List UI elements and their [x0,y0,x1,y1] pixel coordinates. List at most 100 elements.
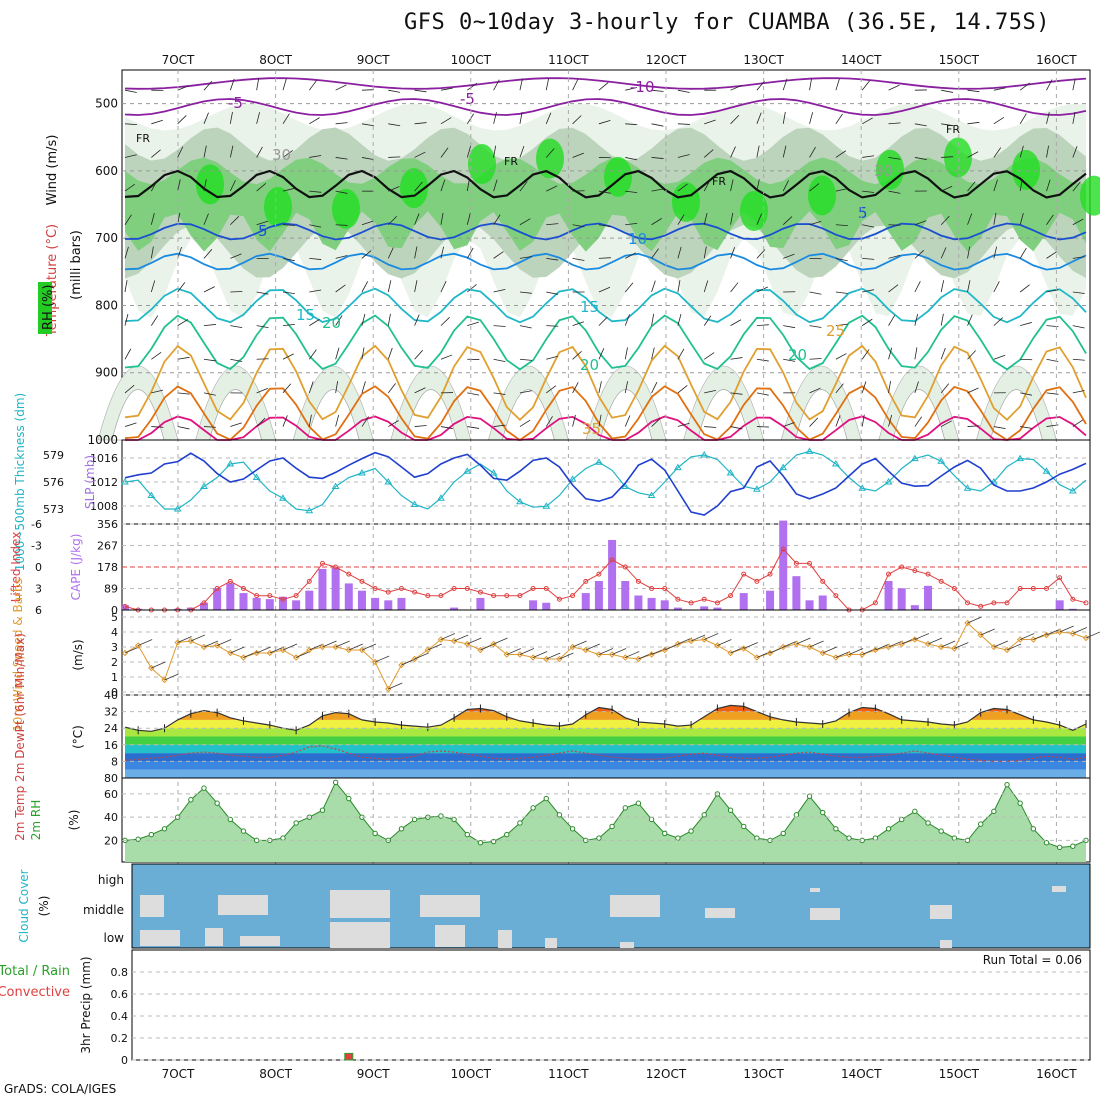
x-tick-top: 16OCT [1036,53,1077,67]
wind-barb [546,652,561,660]
wind-barb [177,146,184,158]
wind-barb [993,179,998,192]
wind-barb [256,387,268,394]
precip-tick-label: 0.8 [111,966,129,979]
wind-barb [467,321,479,327]
wind-barb [388,215,398,226]
chart-title: GFS 0~10day 3-hourly for CUAMBA (36.5E, … [404,10,1051,35]
wind-barb [414,425,427,427]
wind-barb [782,216,793,226]
wind-barb [519,218,531,226]
wind-barb [1020,426,1033,429]
wind-barb [322,640,337,648]
wind-barb [730,212,734,225]
wind-barb [677,154,690,158]
wind-barb [229,78,235,91]
x-tick-top: 11OCT [548,53,589,67]
wind-barb [756,392,769,396]
thickness-point [252,473,261,480]
y-tick-label: 1000 [87,433,118,447]
rh-line [124,781,1087,848]
cape-bar [199,602,208,610]
rh-point [504,831,510,838]
wind-barb [651,313,655,326]
li-tick-label: 6 [35,604,42,617]
li-point [1070,596,1076,602]
slp-axis-label: SLP (mb) [83,455,97,509]
wind-barb [519,111,523,124]
wind-barb [256,358,269,360]
x-tick-bottom: 16OCT [1036,1067,1077,1081]
wind-barb [361,157,374,161]
wind-barb [1020,392,1033,396]
wind-barb [256,291,269,295]
wind-barb [914,347,918,360]
li-point [425,593,431,599]
contour-label: 5 [858,204,868,222]
li-point [556,596,562,602]
wind-barb [1046,392,1059,395]
rh-point [806,793,813,799]
cloud-block [420,895,480,917]
rh-point [885,826,892,832]
wind-barb [440,87,453,91]
thickness-point [884,478,893,485]
wind-barb [124,646,140,654]
run-total: Run Total = 0.06 [983,953,1082,967]
wind-barb [309,117,320,125]
wind-barb [256,220,269,226]
wind-barb [651,188,664,192]
rh-point [635,800,642,806]
rh-point [846,835,852,841]
wind-barb [440,633,456,640]
rh-point [898,816,905,823]
isotherm-30 [124,385,1087,442]
wind-barb [993,281,1000,293]
temp-tick-label: 32 [104,706,118,719]
thickness-point [674,463,682,471]
wind-barb [150,315,159,326]
cape-bar [805,600,814,610]
rh-point [820,809,826,816]
rh-moist-core [264,187,292,228]
wind-barb [203,426,216,428]
wind-barb [677,214,685,225]
wind-barb [1019,179,1023,192]
wind-barb [1046,179,1051,192]
wind-barb [756,80,765,91]
rh-point [925,820,931,826]
wind-barb [835,188,848,192]
wind10m-series [121,616,1100,693]
wind-barb [203,249,213,259]
cape-bar [1068,608,1077,610]
wind-barb [598,381,602,393]
cloud-block [930,905,952,919]
cape-bar [344,583,353,610]
wind-tick-label: 2 [111,656,118,669]
wind-barb [861,80,870,91]
li-tick-label: -6 [31,518,42,531]
wind-barb [625,87,638,91]
li-point [635,578,641,584]
cape-bar [305,590,314,610]
wind-tick-label: 4 [111,626,118,639]
wind-barb [545,148,555,158]
rh-thermal-core-1 [209,389,262,441]
li-point [412,589,418,595]
thickness-tick-label: 576 [43,476,64,489]
wind-barb [704,352,715,360]
temp-fill [125,705,1086,778]
rh-point [188,797,194,803]
wind-barb [387,247,394,259]
wind-barb [914,123,927,127]
precip-bar [344,1052,354,1061]
wind-barb [967,314,973,326]
wind-barb [177,319,189,326]
wind-barb [493,251,504,259]
cape-axis-label: CAPE (J/kg) [69,534,83,601]
wind-barb [414,151,426,158]
wind-barb [914,250,925,259]
wind-barb [388,420,399,427]
wind-barb [993,426,1006,430]
wind-barb [361,643,377,651]
